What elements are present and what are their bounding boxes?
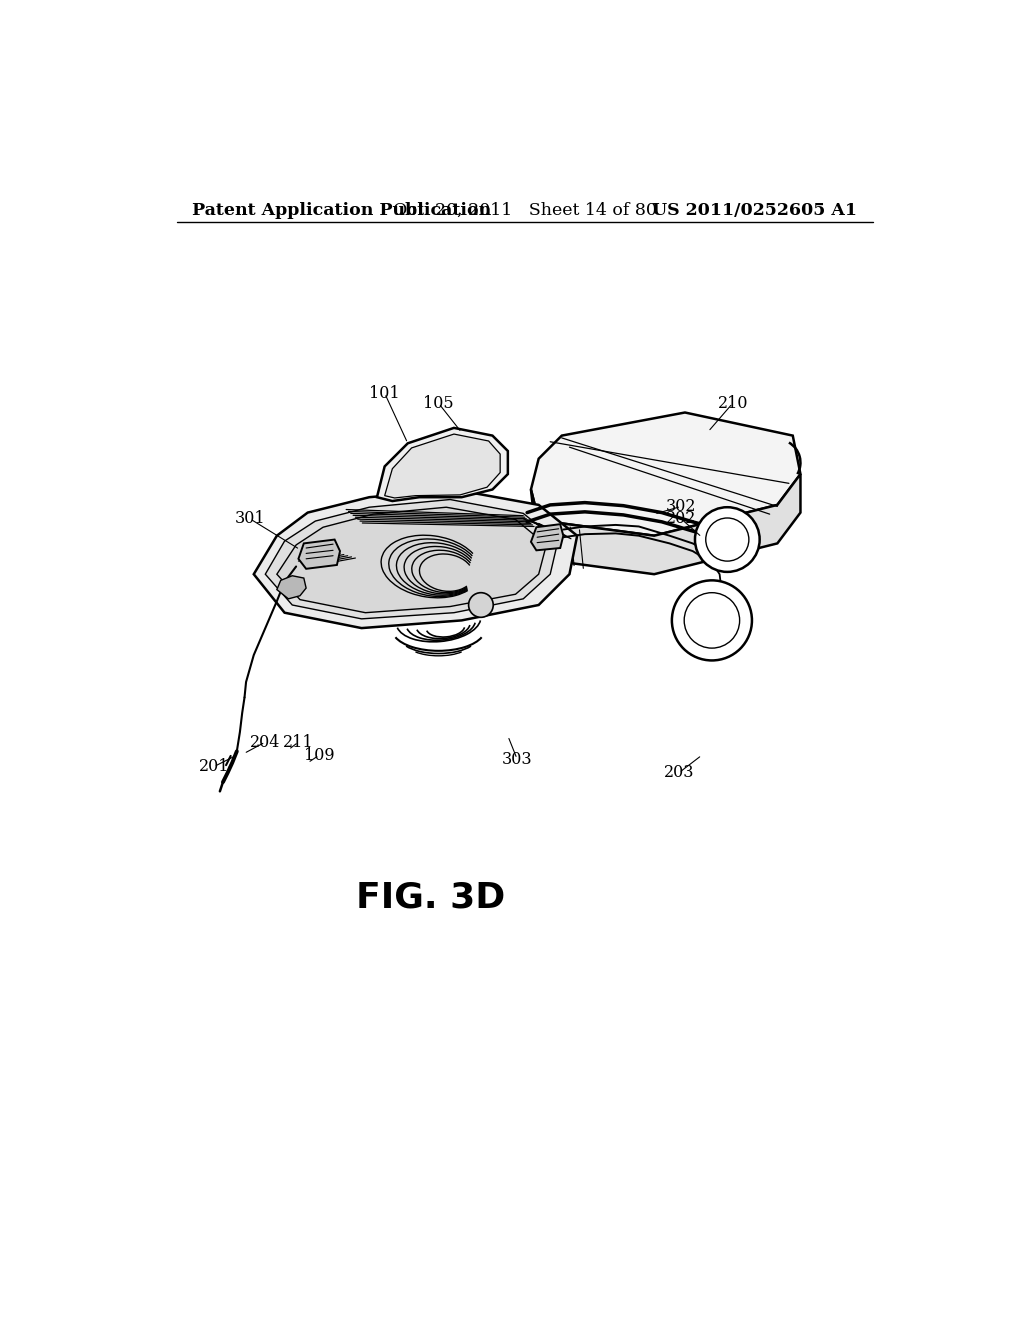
Text: 302: 302 — [666, 498, 696, 515]
Polygon shape — [265, 499, 558, 619]
Polygon shape — [276, 576, 306, 599]
Text: 301: 301 — [234, 511, 265, 527]
Circle shape — [706, 517, 749, 561]
Circle shape — [469, 593, 494, 618]
Text: 201: 201 — [199, 758, 229, 775]
Polygon shape — [377, 428, 508, 502]
Text: 211: 211 — [283, 734, 313, 751]
Text: 109: 109 — [304, 747, 335, 764]
Circle shape — [695, 507, 760, 572]
Circle shape — [684, 593, 739, 648]
Text: 210: 210 — [718, 395, 748, 412]
Polygon shape — [385, 434, 500, 498]
Text: FIG. 3D: FIG. 3D — [356, 880, 506, 915]
Text: 101: 101 — [370, 384, 400, 401]
Text: Patent Application Publication: Patent Application Publication — [193, 202, 492, 219]
Text: 203: 203 — [664, 764, 694, 781]
Text: 204: 204 — [250, 734, 281, 751]
Text: 202: 202 — [666, 511, 696, 527]
Polygon shape — [531, 524, 563, 550]
Polygon shape — [531, 474, 801, 574]
Text: US 2011/0252605 A1: US 2011/0252605 A1 — [652, 202, 857, 219]
Polygon shape — [254, 490, 578, 628]
Text: 105: 105 — [423, 395, 454, 412]
Text: Oct. 20, 2011   Sheet 14 of 80: Oct. 20, 2011 Sheet 14 of 80 — [393, 202, 656, 219]
Polygon shape — [276, 507, 547, 612]
Circle shape — [672, 581, 752, 660]
Polygon shape — [298, 540, 340, 569]
Polygon shape — [531, 412, 801, 536]
Text: 303: 303 — [502, 751, 532, 767]
